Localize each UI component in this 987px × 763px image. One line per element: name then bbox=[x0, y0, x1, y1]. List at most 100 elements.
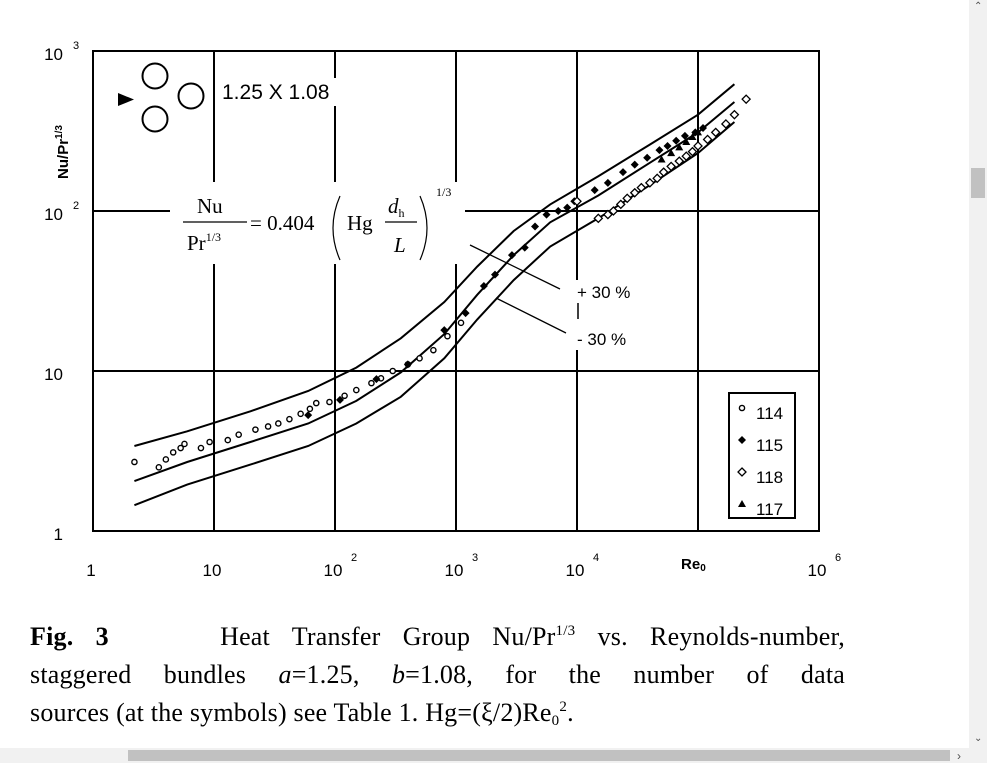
data-point-115 bbox=[603, 178, 612, 187]
data-point-114 bbox=[353, 386, 360, 394]
data-point-115 bbox=[655, 146, 664, 155]
data-point-118 bbox=[593, 213, 604, 224]
data-point-118 bbox=[615, 199, 626, 210]
correlation-equation: Nu Pr1/3 = 0.404 Hg dh L 1/3 bbox=[183, 185, 451, 261]
scroll-right-icon[interactable]: › bbox=[957, 749, 961, 763]
vertical-scroll-thumb[interactable] bbox=[971, 168, 985, 198]
caption-line3-sub: 0 bbox=[551, 713, 560, 729]
figure-caption: Fig. 3 Heat Transfer Group Nu/Pr1/3 vs. … bbox=[30, 618, 845, 732]
data-point-115 bbox=[672, 136, 681, 145]
x-tick-exponent: 6 bbox=[835, 552, 841, 564]
x-tick-exponent: 4 bbox=[593, 552, 599, 564]
y-tick-label: 10 bbox=[44, 205, 63, 224]
data-point-114 bbox=[341, 392, 348, 400]
data-point-118 bbox=[687, 146, 698, 157]
data-point-118 bbox=[622, 193, 633, 204]
data-point-118 bbox=[629, 187, 640, 198]
eq-denominator: Pr1/3 bbox=[187, 230, 221, 255]
data-point-115 bbox=[304, 411, 313, 420]
data-point-117 bbox=[688, 133, 697, 141]
x-tick-label: 10 bbox=[808, 561, 827, 580]
y-tick-label: 1 bbox=[54, 525, 63, 544]
data-point-114 bbox=[131, 458, 138, 466]
data-point-114 bbox=[169, 449, 177, 456]
data-point-114 bbox=[264, 423, 272, 430]
data-point-115 bbox=[619, 168, 628, 177]
data-point-114 bbox=[275, 420, 282, 427]
data-point-115 bbox=[336, 395, 345, 404]
data-point-117 bbox=[675, 143, 684, 151]
data-point-114 bbox=[224, 436, 232, 444]
data-point-114 bbox=[286, 415, 293, 423]
data-point-118 bbox=[658, 167, 669, 178]
figure-label: Fig. 3 bbox=[30, 622, 109, 651]
caption-line3-end: . bbox=[567, 698, 574, 727]
eq-denominator-main: Pr bbox=[187, 231, 206, 255]
legend-label-117: 117 bbox=[756, 500, 783, 519]
data-point-114 bbox=[252, 426, 259, 433]
data-point-115 bbox=[403, 360, 412, 369]
data-point-114 bbox=[155, 464, 163, 471]
y-axis-label: Nu/Pr1/3 bbox=[54, 125, 72, 179]
eq-denominator-sup: 1/3 bbox=[206, 230, 221, 244]
data-point-114 bbox=[306, 405, 314, 413]
x-tick-label: 1 bbox=[86, 561, 95, 580]
legend-marker-115 bbox=[738, 436, 746, 444]
scroll-down-icon[interactable]: ⌄ bbox=[974, 733, 983, 744]
data-point-114 bbox=[430, 346, 437, 354]
data-point-118 bbox=[644, 177, 655, 188]
data-point-114 bbox=[444, 332, 451, 340]
caption-line1-sup: 1/3 bbox=[555, 623, 576, 639]
horizontal-scroll-thumb[interactable] bbox=[128, 750, 950, 761]
data-point-118 bbox=[693, 141, 703, 151]
data-point-115 bbox=[643, 153, 652, 162]
vertical-scrollbar[interactable] bbox=[969, 0, 987, 748]
legend-marker-114 bbox=[738, 404, 746, 412]
data-point-118 bbox=[741, 94, 752, 105]
data-point-118 bbox=[602, 209, 613, 220]
data-point-115 bbox=[590, 186, 599, 195]
y-tick-label: 10 bbox=[44, 45, 63, 64]
y-tick-exponent: 3 bbox=[73, 40, 79, 52]
data-point-115 bbox=[440, 326, 449, 335]
data-point-118 bbox=[674, 156, 685, 167]
y-axis-label-sup: 1/3 bbox=[54, 125, 65, 139]
curve-lower bbox=[134, 121, 736, 507]
data-point-118 bbox=[608, 206, 619, 216]
legend: 114 115 118 117 bbox=[728, 392, 796, 519]
eq-coefficient: = 0.404 bbox=[250, 211, 315, 235]
legend-label-118: 118 bbox=[756, 468, 783, 487]
legend-marker-118 bbox=[737, 467, 747, 477]
axis-tick-labels: 1 10 10 2 10 3 10 4 10 6 1 10 10 2 10 3 bbox=[44, 40, 841, 580]
x-tick-label: 10 bbox=[566, 561, 585, 580]
data-point-118 bbox=[666, 161, 677, 172]
eq-hg: Hg bbox=[347, 211, 373, 235]
x-tick-label: 10 bbox=[324, 561, 343, 580]
caption-var-a: a bbox=[278, 660, 292, 689]
data-point-114 bbox=[457, 319, 465, 327]
data-point-115 bbox=[630, 160, 639, 169]
data-point-115 bbox=[520, 243, 529, 252]
data-points bbox=[131, 94, 752, 471]
x-axis-label-main: Re bbox=[681, 556, 700, 573]
caption-line1-end: vs. Reynolds-number, bbox=[575, 622, 845, 651]
x-axis-label: Re0 bbox=[681, 556, 706, 574]
geometry-label: 1.25 X 1.08 bbox=[222, 81, 329, 104]
eq-d: dh bbox=[388, 194, 405, 220]
scroll-up-icon[interactable]: ⌃ bbox=[974, 1, 983, 12]
data-point-117 bbox=[667, 149, 676, 157]
caption-line3: sources (at the symbols) see Table 1. Hg… bbox=[30, 698, 552, 727]
data-point-118 bbox=[572, 196, 582, 207]
caption-var-b: b bbox=[391, 660, 406, 689]
data-point-115 bbox=[507, 251, 516, 260]
data-point-114 bbox=[416, 355, 423, 362]
x-tick-exponent: 2 bbox=[351, 552, 357, 564]
data-point-118 bbox=[652, 173, 663, 184]
data-point-114 bbox=[235, 431, 242, 438]
data-point-115 bbox=[372, 375, 381, 384]
data-point-114 bbox=[206, 438, 213, 446]
data-point-114 bbox=[297, 410, 304, 418]
x-tick-exponent: 3 bbox=[472, 552, 478, 564]
data-point-115 bbox=[563, 203, 572, 212]
